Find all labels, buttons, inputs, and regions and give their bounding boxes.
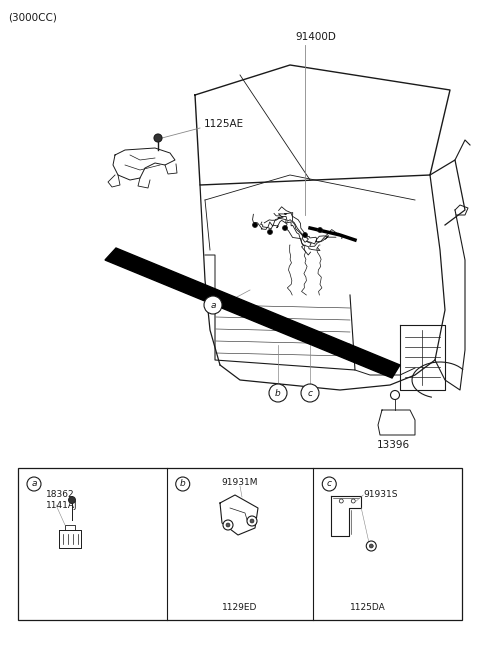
Text: 18362: 18362 [46, 490, 74, 499]
Text: 1129ED: 1129ED [222, 603, 258, 612]
Text: b: b [275, 388, 281, 398]
Text: a: a [210, 301, 216, 310]
Circle shape [351, 499, 355, 503]
Circle shape [302, 233, 308, 238]
Text: 91931S: 91931S [363, 490, 398, 499]
Circle shape [27, 477, 41, 491]
Text: a: a [31, 479, 37, 489]
Polygon shape [105, 248, 400, 378]
Text: c: c [308, 388, 312, 398]
Circle shape [317, 227, 323, 233]
Text: (3000CC): (3000CC) [8, 12, 57, 22]
Circle shape [226, 523, 230, 527]
Text: 1125DA: 1125DA [350, 603, 386, 612]
Text: 1125AE: 1125AE [204, 119, 244, 129]
Circle shape [322, 477, 336, 491]
Circle shape [154, 134, 162, 142]
Text: 13396: 13396 [376, 440, 409, 450]
Text: b: b [180, 479, 186, 489]
Circle shape [204, 296, 222, 314]
Circle shape [391, 390, 399, 400]
Circle shape [269, 384, 287, 402]
Text: c: c [327, 479, 332, 489]
Circle shape [267, 229, 273, 234]
Circle shape [339, 499, 343, 503]
Text: 91400D: 91400D [295, 32, 336, 42]
Text: 1141AJ: 1141AJ [46, 501, 78, 510]
Circle shape [283, 225, 288, 231]
Bar [18, 468, 462, 620]
Circle shape [301, 384, 319, 402]
Circle shape [252, 223, 257, 227]
Circle shape [223, 520, 233, 530]
Circle shape [369, 544, 373, 548]
Circle shape [247, 516, 257, 526]
Circle shape [250, 519, 254, 523]
Text: 91931M: 91931M [222, 478, 258, 487]
Circle shape [176, 477, 190, 491]
Circle shape [69, 496, 75, 504]
Circle shape [366, 541, 376, 551]
